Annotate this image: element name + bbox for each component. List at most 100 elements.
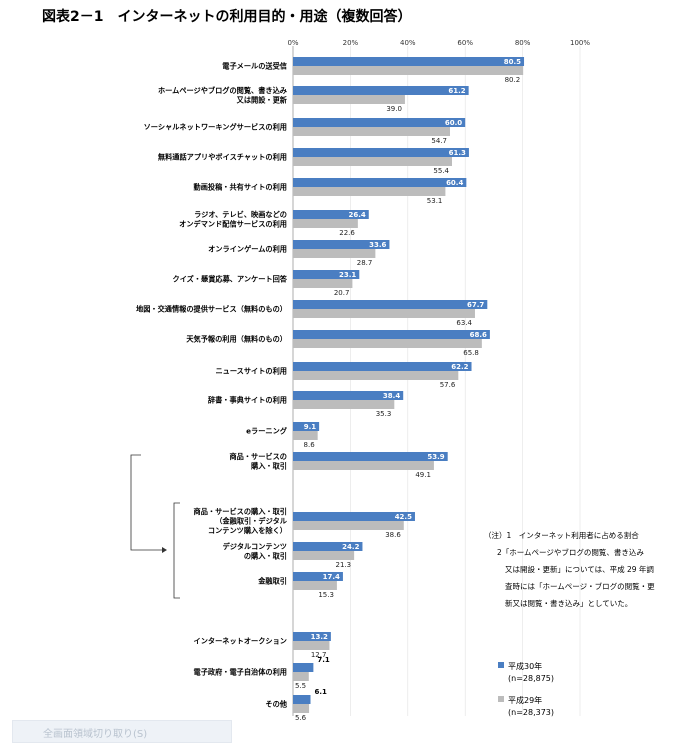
bar-h30 (293, 270, 360, 279)
bar-h29 (293, 581, 337, 590)
footnote-line: 又は開設・更新」については、平成 29 年調 (505, 565, 654, 574)
value-label-h29: 20.7 (334, 289, 350, 297)
value-label-h29: 15.3 (318, 591, 334, 599)
category-label: 購入・取引 (250, 461, 287, 470)
x-tick-label: 80% (515, 39, 531, 47)
value-label-h30: 13.2 (311, 633, 328, 641)
value-label-h29: 80.2 (505, 76, 521, 84)
value-label-h29: 5.5 (295, 682, 306, 690)
bar-h30 (293, 695, 311, 704)
bar-h29 (293, 704, 310, 713)
value-label-h29: 22.6 (339, 229, 355, 237)
category-label: ニュースサイトの利用 (215, 367, 287, 376)
category-label: デジタルコンテンツ (223, 542, 287, 551)
category-label: オンデマンド配信サービスの利用 (179, 219, 287, 228)
footnote-line: 査時には「ホームページ・ブログの閲覧・更 (505, 582, 655, 591)
value-label-h29: 5.6 (295, 714, 307, 722)
value-label-h29: 63.4 (456, 319, 472, 327)
bar-h30 (293, 632, 331, 641)
category-label: クイズ・懸賞応募、アンケート回答 (173, 275, 288, 284)
footnote-line: 新又は閲覧・書き込み」としていた。 (505, 599, 633, 608)
bar-h30 (293, 572, 343, 581)
value-label-h29: 12.7 (311, 651, 327, 659)
bar-h30 (293, 300, 488, 309)
category-labels: 電子メールの送受信ホームページやブログの閲覧、書き込み又は開設・更新ソーシャルネ… (136, 62, 288, 709)
value-label-h30: 68.6 (470, 331, 487, 339)
bar-h30 (293, 57, 525, 66)
value-label-h30: 60.0 (445, 119, 462, 127)
category-label: 電子政府・電子自治体の利用 (194, 668, 287, 677)
x-tick-label: 60% (457, 39, 473, 47)
value-label-h29: 54.7 (431, 137, 447, 145)
bar-h30 (293, 422, 320, 431)
bar-h29 (293, 371, 459, 380)
category-label: 辞書・事典サイトの利用 (208, 396, 287, 405)
category-label: ソーシャルネットワーキングサービスの利用 (144, 123, 287, 132)
bar-h30 (293, 178, 467, 187)
bar-h30 (293, 148, 469, 157)
purchase-breakdown-bracket (130, 454, 180, 599)
value-label-h29: 38.6 (385, 531, 401, 539)
legend-item-h29: 平成29年 (n=28,373) (498, 695, 554, 719)
chart-title: 図表2－1 インターネットの利用目的・用途（複数回答） (42, 9, 412, 25)
value-label-h30: 24.2 (342, 543, 359, 551)
legend-n-h29: (n=28,373) (508, 708, 555, 717)
bar-h30 (293, 542, 363, 551)
value-label-h29: 55.4 (433, 167, 449, 175)
category-label: 地図・交通情報の提供サービス（無料のもの） (136, 305, 287, 314)
bar-h30 (293, 391, 404, 400)
category-label: オンラインゲームの利用 (208, 245, 287, 254)
value-label-h29: 39.0 (386, 105, 402, 113)
bar-h29 (293, 400, 395, 409)
footnote-line: （注）1 インターネット利用者に占める割合 (484, 531, 639, 540)
value-label-h30: 80.5 (504, 58, 521, 66)
category-label: （金融取引・デジタル (215, 517, 288, 526)
value-label-h30: 61.2 (448, 87, 465, 95)
bar-h29 (293, 309, 475, 318)
x-tick-label: 40% (400, 39, 416, 47)
footnote-line: 2「ホームページやブログの閲覧、書き込み (497, 548, 644, 557)
legend-label-h30: 平成30年 (508, 662, 543, 671)
legend-n-h30: (n=28,875) (508, 674, 555, 683)
bar-h29 (293, 461, 434, 470)
x-tick-label: 100% (570, 39, 590, 47)
value-label-h30: 33.6 (369, 241, 386, 249)
bar-h29 (293, 95, 405, 104)
category-label: の購入・取引 (244, 551, 287, 560)
bar-h30 (293, 118, 466, 127)
bracket-arrowhead (162, 547, 167, 553)
grid-lines (292, 46, 581, 716)
legend-item-h30: 平成30年 (n=28,875) (498, 661, 554, 685)
bar-h30 (293, 240, 390, 249)
value-label-h29: 57.6 (440, 381, 456, 389)
value-label-h30: 9.1 (304, 423, 317, 431)
bar-h30 (293, 86, 469, 95)
category-label: 天気予報の利用（無料のもの） (186, 335, 287, 344)
bar-h29 (293, 672, 309, 681)
value-label-h29: 49.1 (415, 471, 431, 479)
legend-swatch-h29 (498, 696, 504, 702)
value-label-h30: 42.5 (395, 513, 412, 521)
bars: 80.5 80.2 61.2 39.0 60.0 54.761.3 55.4 60.4 53.1… (293, 57, 525, 722)
screen-clip-button[interactable]: 全画面領域切り取り(S) (12, 720, 232, 743)
bar-h29 (293, 187, 446, 196)
bar-h29 (293, 249, 376, 258)
legend-label-h29: 平成29年 (508, 696, 543, 705)
category-label: ラジオ、テレビ、映画などの (194, 210, 287, 219)
bracket-left-line (130, 454, 162, 551)
category-label: コンテンツ購入を除く） (208, 526, 287, 535)
bar-h29 (293, 219, 358, 228)
value-label-h30: 62.2 (451, 363, 468, 371)
bracket-curly (173, 502, 180, 599)
bar-h29 (293, 641, 330, 650)
category-label: 商品・サービスの購入・取引 (194, 507, 287, 516)
value-label-h30: 17.4 (323, 573, 340, 581)
legend-swatch-h30 (498, 662, 504, 668)
x-tick-label: 20% (343, 39, 359, 47)
bar-h29 (293, 521, 404, 530)
bar-h30 (293, 512, 415, 521)
category-label: インターネットオークション (194, 637, 287, 646)
bar-h30 (293, 663, 314, 672)
value-label-h30: 60.4 (446, 179, 463, 187)
category-label: ホームページやブログの閲覧、書き込み (158, 86, 287, 95)
